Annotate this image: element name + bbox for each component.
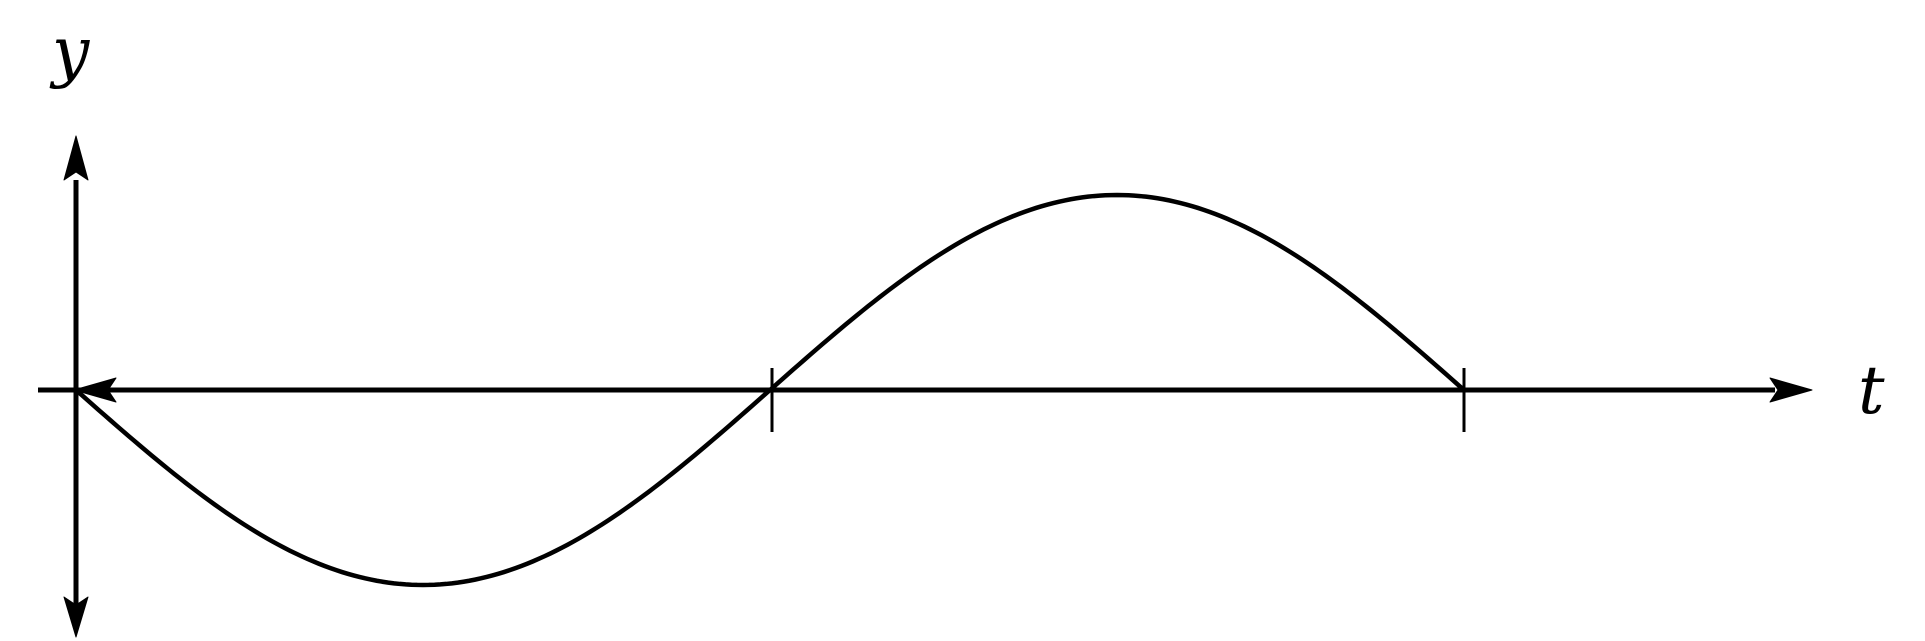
t-axis-arrow-icon <box>1769 377 1813 403</box>
y-axis-down-arrow-icon <box>63 596 89 638</box>
sine-wave-curve <box>73 192 1467 588</box>
t-axis-label: t <box>1858 352 1885 429</box>
t-axis-left-arrow-icon <box>73 377 117 403</box>
y-axis-up-arrow-icon <box>63 135 89 181</box>
y-axis-label: y <box>49 13 90 90</box>
